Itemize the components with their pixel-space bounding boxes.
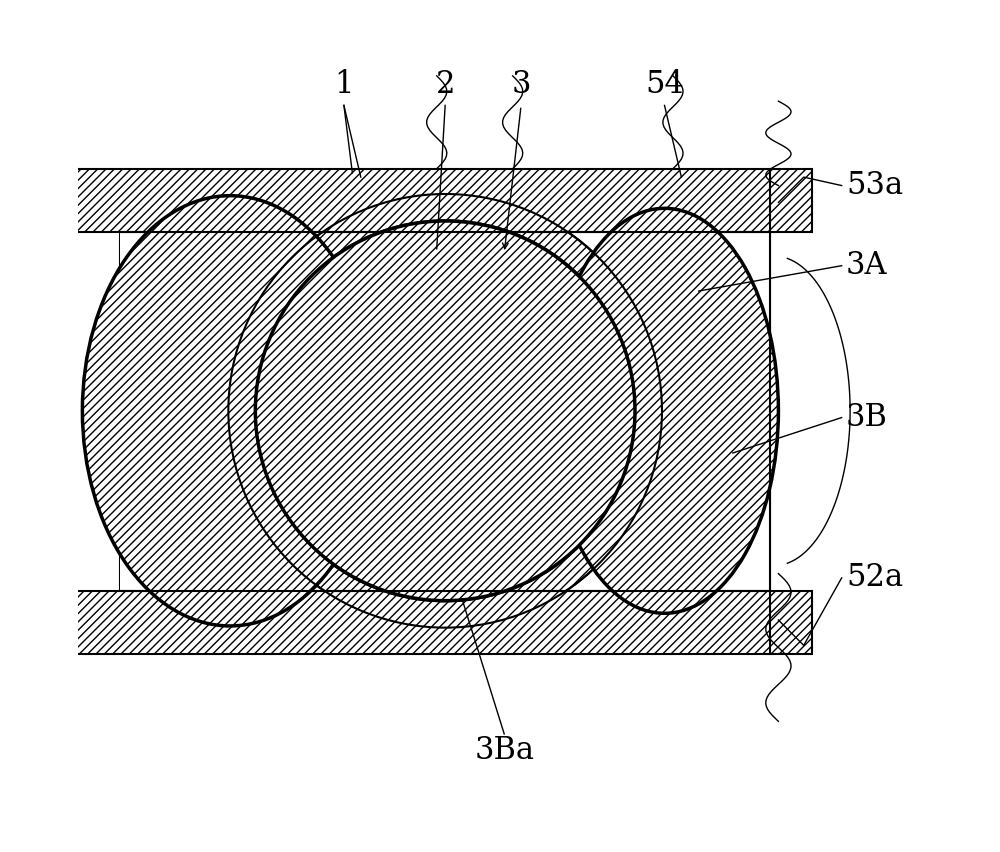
Bar [120,232,770,590]
Text: 3B: 3B [846,402,888,433]
Text: 3: 3 [511,69,531,100]
Ellipse shape [82,196,378,626]
Ellipse shape [82,196,378,626]
Text: 52a: 52a [846,562,903,593]
Circle shape [255,221,635,601]
Bar [36,590,812,653]
Text: 2: 2 [435,69,455,100]
Circle shape [228,194,662,628]
Bar [120,232,770,590]
Text: 1: 1 [334,69,354,100]
Circle shape [228,194,662,628]
Text: 3A: 3A [846,250,888,281]
Text: 3Ba: 3Ba [474,735,534,766]
Ellipse shape [551,209,778,613]
Circle shape [255,221,635,601]
Ellipse shape [551,209,778,613]
Text: 53a: 53a [846,170,903,201]
Text: 54: 54 [645,69,684,100]
Bar [120,169,770,653]
Bar [36,169,812,232]
